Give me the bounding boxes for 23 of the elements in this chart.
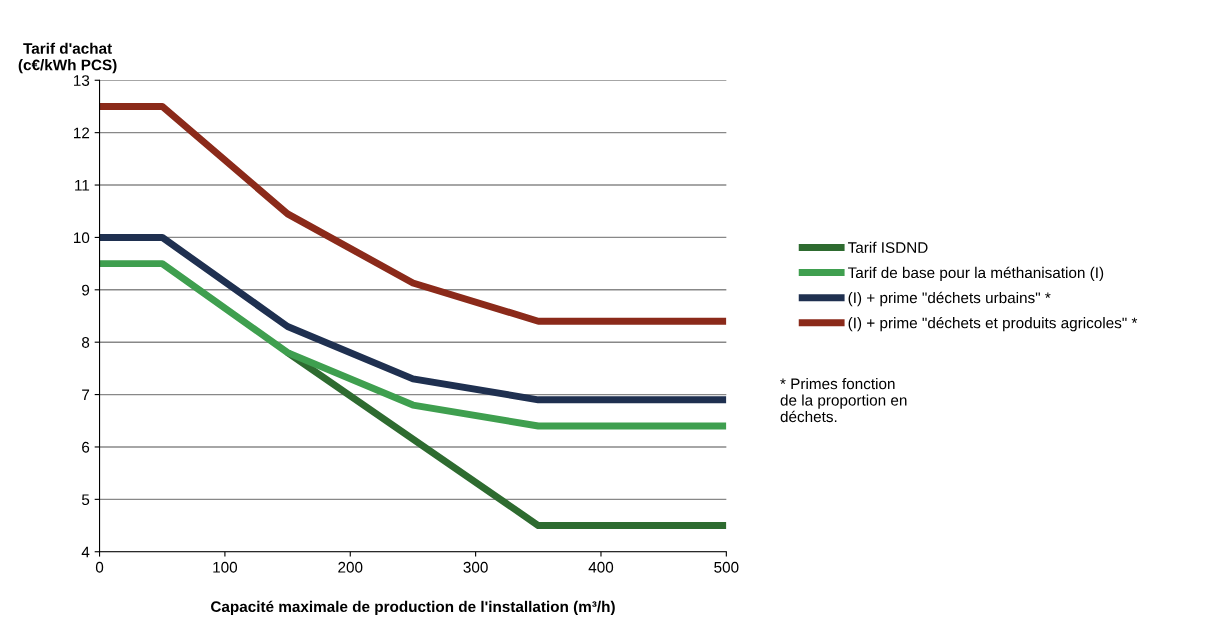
y-axis-title: Tarif d'achat (c€/kWh PCS) (18, 42, 117, 74)
y-tick-label: 8 (81, 337, 90, 348)
legend-label: Tarif de base pour la méthanisation (I) (847, 266, 1104, 282)
y-tick-label: 10 (74, 232, 90, 244)
x-tick-label: 100 (213, 561, 238, 573)
legend-label: (I) + prime "déchets et produits agricoles" * (848, 316, 1138, 332)
y-tick-label: 11 (75, 180, 90, 191)
x-tick-label: 400 (588, 561, 614, 573)
y-tick-label: 6 (82, 441, 90, 453)
x-axis-title: Capacité maximale de production de l'installation (m³/h) (211, 600, 615, 616)
text: * Primes fonction de la proportion en déchets. (780, 378, 907, 423)
y-tick-label: 7 (82, 389, 90, 401)
y-tick-label: 13 (74, 75, 90, 86)
x-tick-label: 300 (463, 561, 488, 573)
y-tick-label: 5 (81, 494, 90, 506)
y-tick-label: 4 (81, 546, 90, 558)
x-tick-label: 0 (95, 561, 104, 573)
x-tick-label: 200 (338, 561, 363, 573)
y-tick-label: 12 (74, 127, 90, 139)
legend-label: Tarif ISDND (847, 241, 928, 253)
y-tick-label: 9 (82, 284, 90, 296)
x-tick-label: 500 (714, 561, 739, 573)
legend-label: (I) + prime "déchets urbains" * (848, 291, 1051, 307)
